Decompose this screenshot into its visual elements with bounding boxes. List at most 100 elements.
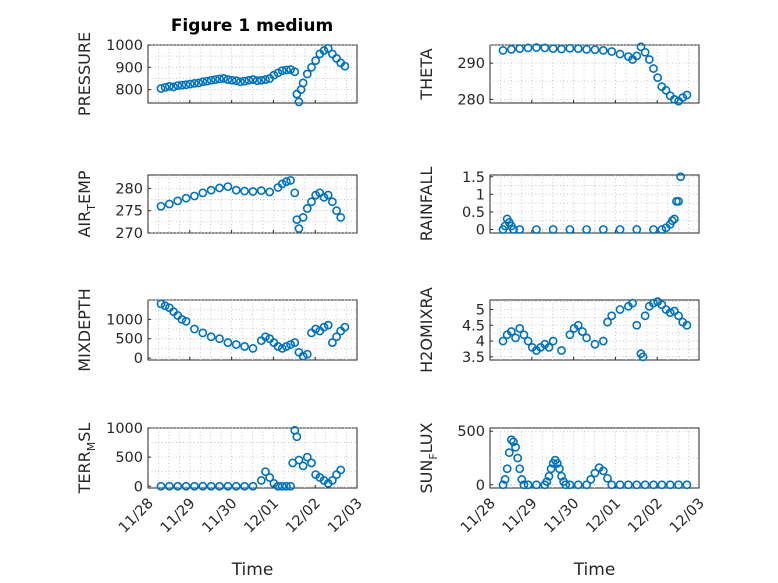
data-point [573,44,583,54]
data-point [519,330,529,340]
data-point [523,336,533,346]
data-point [290,67,300,77]
data-point [206,185,216,195]
data-point [273,342,283,351]
data-point [298,351,308,361]
data-point [261,332,270,342]
data-point [615,225,625,234]
data-point [244,75,254,85]
data-point [598,466,608,476]
data-point [198,77,208,87]
subplot-sun-flux: 0 500 SUNFLUX 11/28 11/29 11/30 12/01 12/02 12/0… [417,422,708,580]
data-point [603,473,612,483]
data-point [307,458,316,468]
data-point [252,76,262,86]
data-point [502,464,512,474]
data-point [198,188,208,198]
data-point [632,225,642,234]
data-point [256,476,266,485]
data-point [649,480,658,490]
data-point [582,333,591,343]
data-point [302,204,312,213]
data-point [265,187,275,197]
data-point [669,214,679,224]
x-tick-label: 11/28 [458,496,499,537]
y-axis-label: AIRTEMP [75,170,98,237]
data-point [190,78,199,88]
data-point [598,225,608,234]
data-point [590,339,600,349]
y-axis-label: TERRMSL [75,423,98,495]
data-point [582,480,591,490]
data-point [573,480,583,490]
data-point [327,338,337,347]
data-point [164,81,174,91]
data-point [273,481,283,491]
x-tick-label: 12/01 [583,496,624,537]
data-point [548,336,558,346]
data-point [603,317,612,327]
subplot-theta: 280 290 THETA [417,42,700,108]
data-point [156,84,166,93]
data-point [223,182,233,191]
x-tick-label: 12/02 [625,496,666,537]
y-tick-label: 275 [115,204,143,220]
y-tick-label: 280 [115,181,143,197]
y-tick-label: 900 [115,60,143,76]
y-axis-label: SUNFLUX [417,422,440,493]
data-point [598,46,608,55]
data-point [513,453,523,463]
x-tick-label: 11/30 [542,496,583,537]
data-point [156,481,166,491]
data-point [286,340,295,349]
data-point [498,480,508,490]
data-point [277,481,287,491]
data-point [173,481,183,491]
data-point [160,301,170,311]
x-tick-label: 12/03 [667,496,708,537]
data-point [323,43,333,53]
data-point [156,201,166,211]
data-point [674,196,683,206]
data-point [500,475,510,484]
data-point [240,342,249,351]
y-axis-label: PRESSURE [75,32,94,116]
data-point [506,435,516,445]
data-point [173,196,183,206]
data-point [665,480,675,490]
data-point [294,97,304,107]
data-point [215,481,224,491]
data-point [523,43,533,53]
data-point [657,480,667,490]
data-point [302,452,312,462]
data-point [532,480,541,490]
data-point [177,314,187,324]
data-point [194,78,204,88]
data-point [624,480,633,490]
data-point [674,311,683,321]
data-point [311,56,321,66]
data-point [598,336,608,346]
x-tick-label: 12/03 [325,496,366,537]
data-point [323,190,333,200]
data-point [177,80,187,90]
data-point [281,177,291,187]
data-point [565,225,575,234]
y-tick-label: 0 [476,478,485,494]
data-point [248,343,258,353]
data-point [657,225,667,234]
data-point [615,305,625,314]
data-point [286,175,295,185]
data-point [198,481,208,491]
data-point [236,77,245,87]
data-point [190,324,199,334]
data-point [515,464,525,474]
y-tick-label: 500 [457,424,485,440]
data-point [582,44,591,54]
data-point [511,333,520,343]
data-point [532,43,541,52]
data-point [277,66,287,76]
data-point [607,47,617,56]
data-point [256,186,266,196]
data-point [640,47,650,57]
